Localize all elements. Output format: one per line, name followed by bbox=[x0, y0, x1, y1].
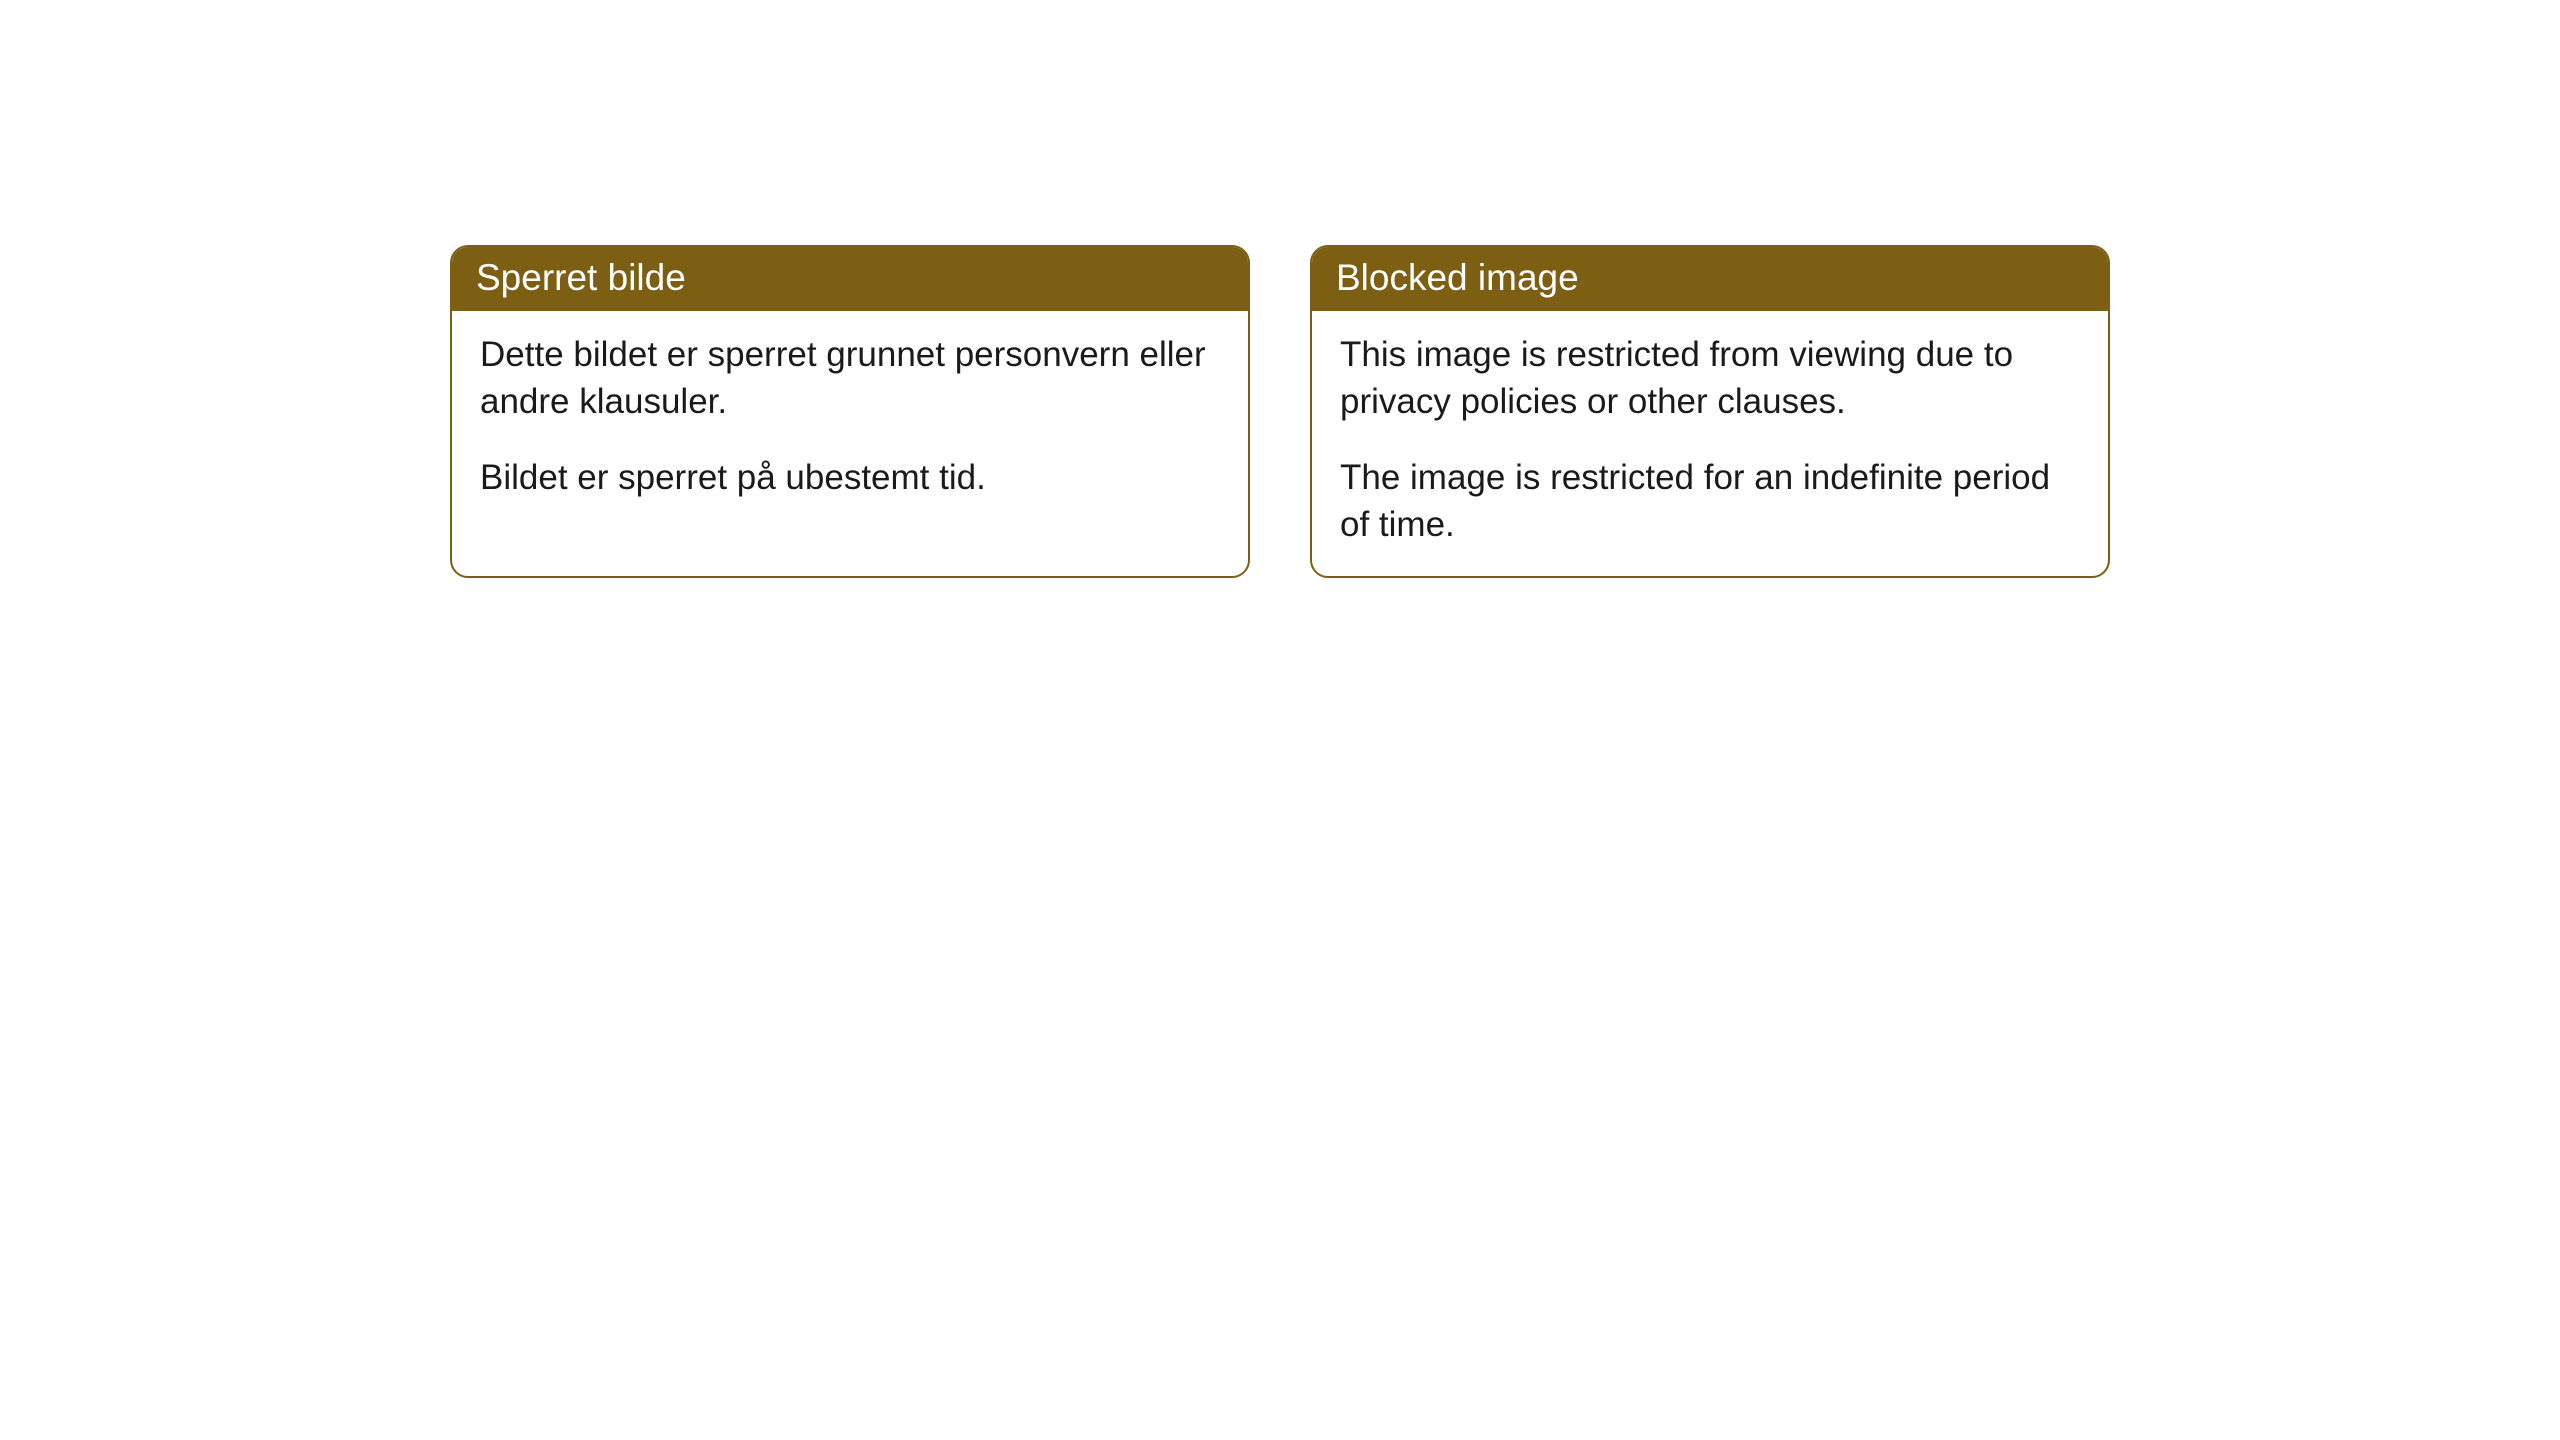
notice-container: Sperret bilde Dette bildet er sperret gr… bbox=[0, 0, 2560, 578]
notice-body-norwegian: Dette bildet er sperret grunnet personve… bbox=[452, 311, 1248, 529]
notice-text-english-1: This image is restricted from viewing du… bbox=[1340, 331, 2080, 426]
notice-header-norwegian: Sperret bilde bbox=[452, 247, 1248, 311]
notice-card-norwegian: Sperret bilde Dette bildet er sperret gr… bbox=[450, 245, 1250, 578]
notice-header-english: Blocked image bbox=[1312, 247, 2108, 311]
notice-card-english: Blocked image This image is restricted f… bbox=[1310, 245, 2110, 578]
notice-text-norwegian-1: Dette bildet er sperret grunnet personve… bbox=[480, 331, 1220, 426]
notice-text-english-2: The image is restricted for an indefinit… bbox=[1340, 454, 2080, 549]
notice-text-norwegian-2: Bildet er sperret på ubestemt tid. bbox=[480, 454, 1220, 501]
notice-body-english: This image is restricted from viewing du… bbox=[1312, 311, 2108, 576]
